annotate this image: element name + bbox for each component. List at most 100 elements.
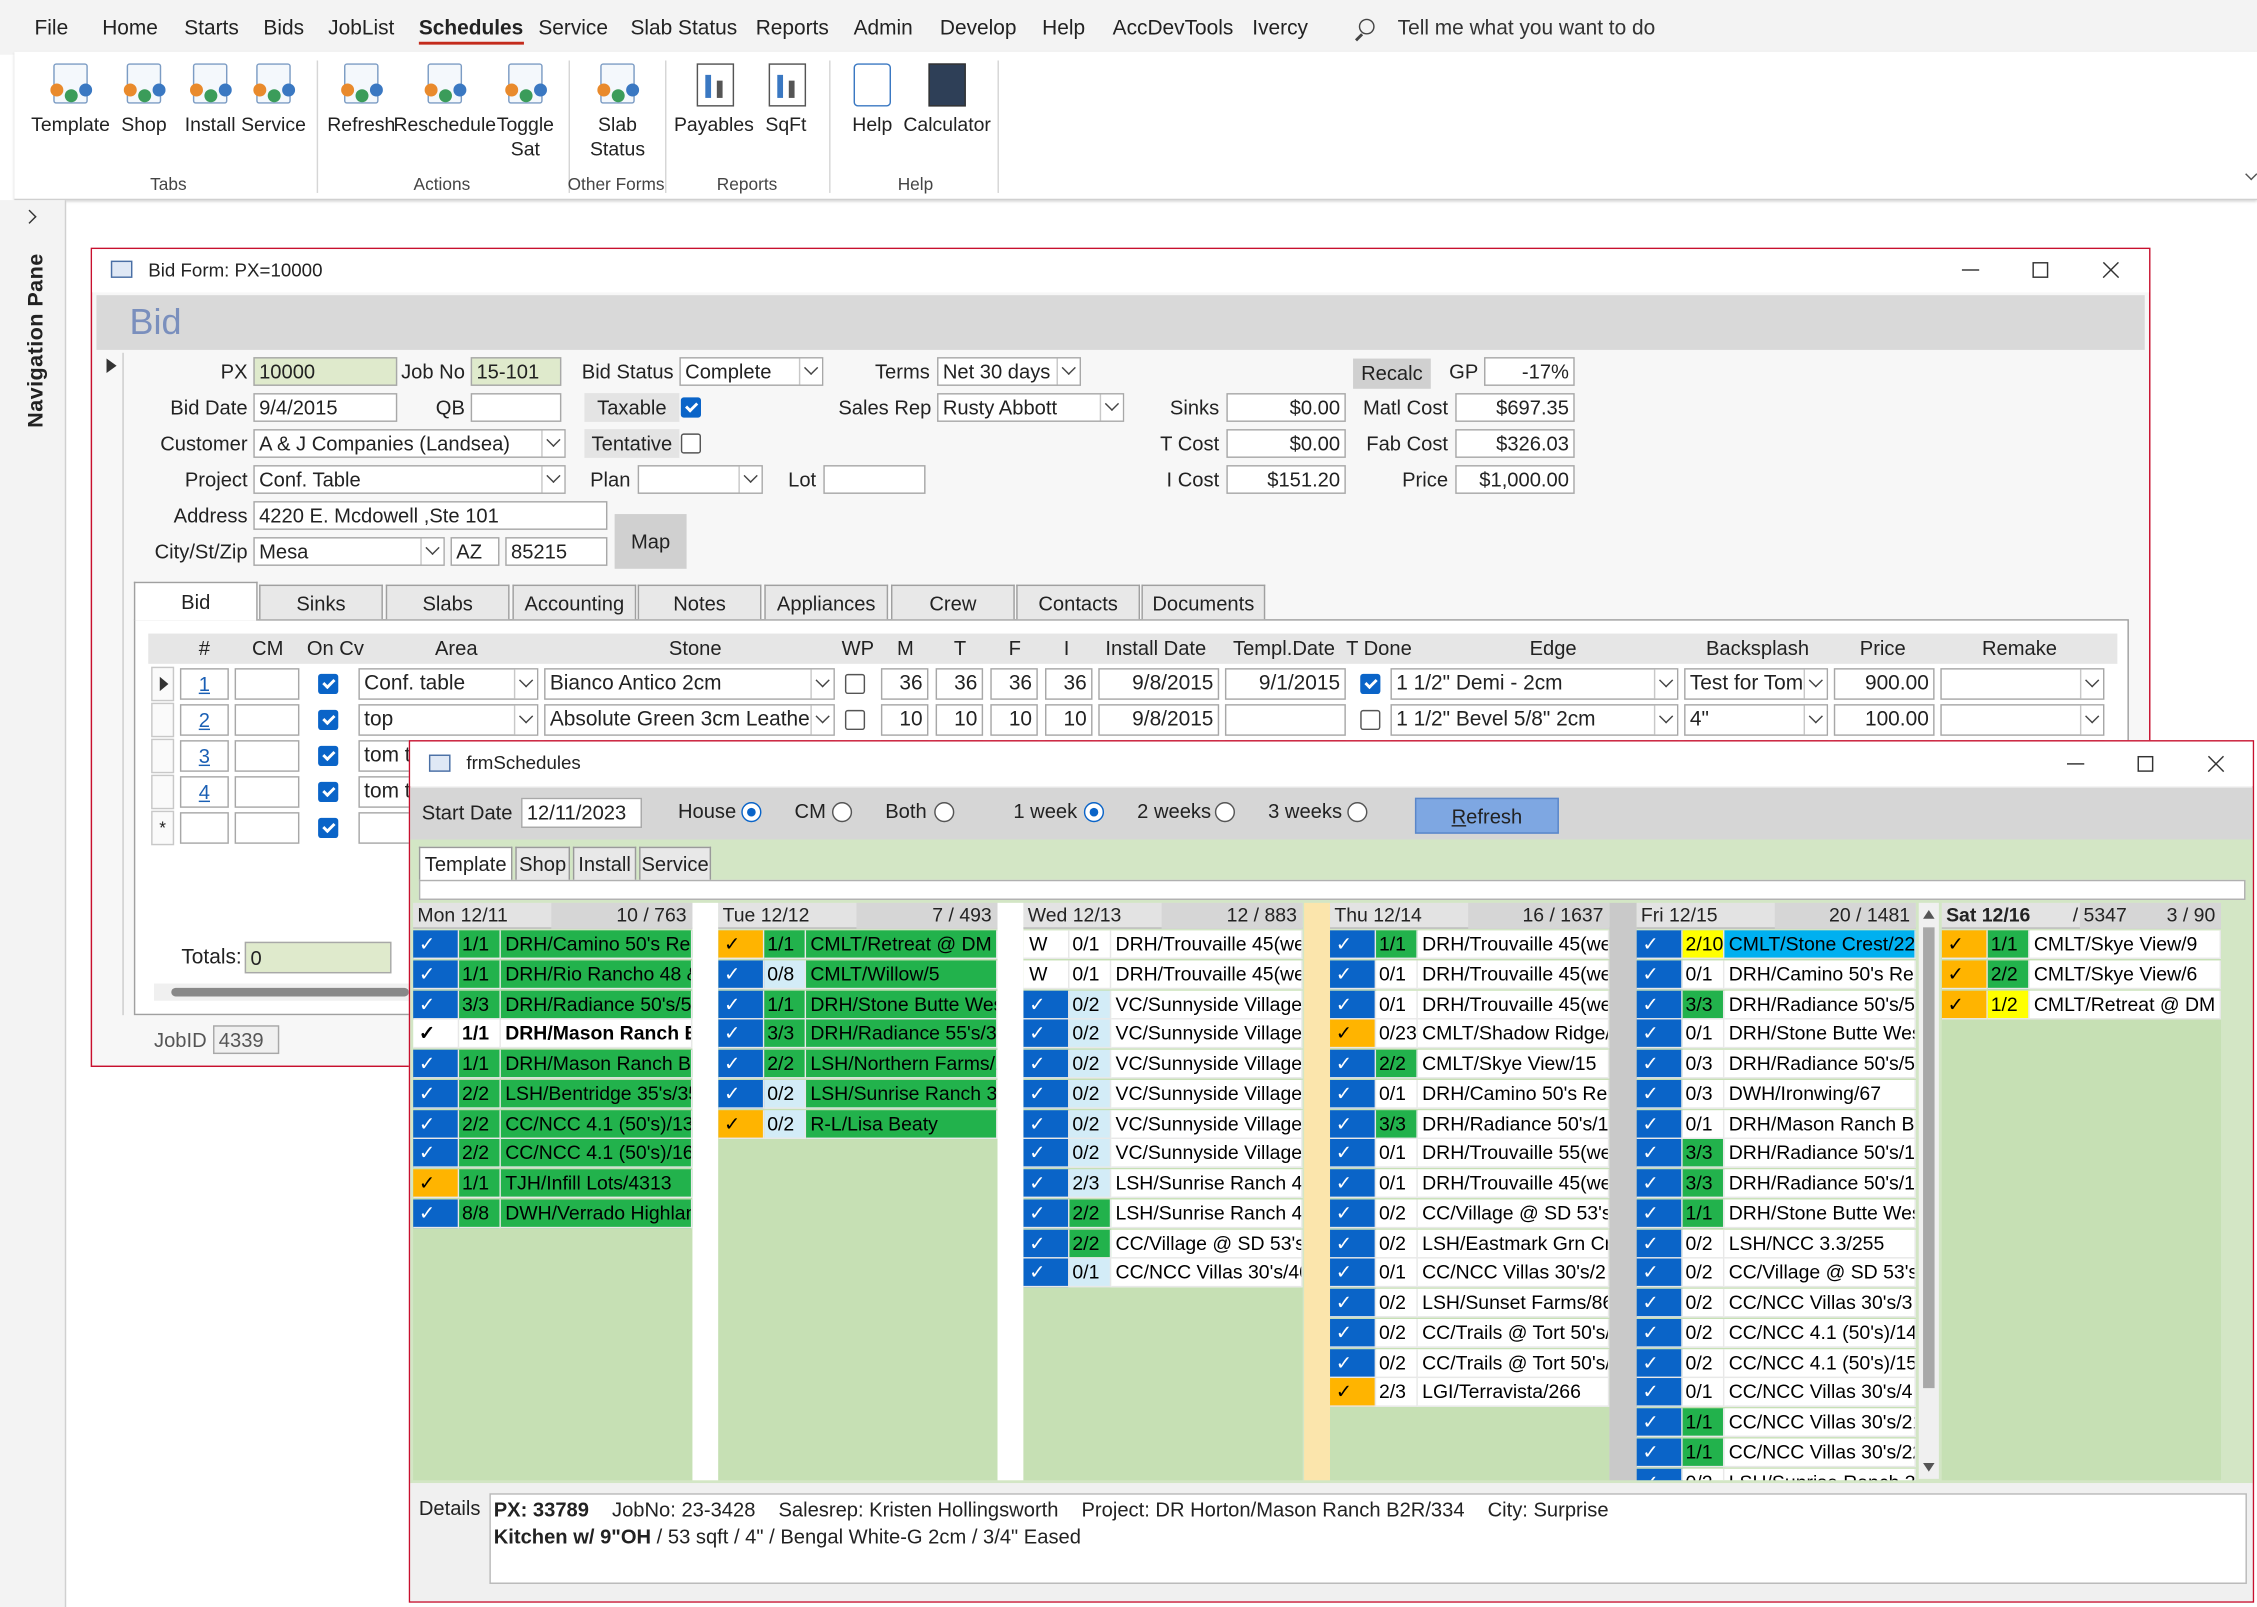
- field-input[interactable]: 9/4/2015: [253, 393, 397, 422]
- status-mark[interactable]: ✓: [1023, 1080, 1069, 1109]
- dropdown-arrow[interactable]: [1654, 670, 1677, 699]
- job-name[interactable]: DRH/Mason Ranch B2I: [501, 1050, 692, 1079]
- job-ratio[interactable]: 1/1: [1683, 1199, 1725, 1228]
- job-ratio[interactable]: 3/3: [1376, 1109, 1418, 1138]
- checkbox[interactable]: [318, 782, 338, 802]
- job-name[interactable]: LSH/Sunrise Ranch 35's: [806, 1080, 997, 1109]
- status-mark[interactable]: ✓: [413, 1199, 459, 1228]
- job-ratio[interactable]: 0/3: [1683, 1050, 1725, 1079]
- job-ratio[interactable]: 0/2: [1376, 1199, 1418, 1228]
- status-mark[interactable]: ✓: [1330, 1169, 1376, 1198]
- field-input[interactable]: $0.00: [1226, 393, 1345, 422]
- status-mark[interactable]: ✓: [1637, 1259, 1683, 1288]
- job-name[interactable]: CC/NCC 4.1 (50's)/15: [1724, 1349, 1915, 1378]
- menu-item[interactable]: File: [35, 16, 69, 42]
- tab[interactable]: Crew: [891, 585, 1015, 620]
- job-ratio[interactable]: 0/1: [1069, 930, 1111, 959]
- job-ratio[interactable]: 2/3: [1376, 1378, 1418, 1407]
- status-mark[interactable]: ✓: [1330, 1139, 1376, 1168]
- menu-item[interactable]: Ivercy: [1252, 16, 1308, 42]
- job-ratio[interactable]: 1/1: [459, 930, 501, 959]
- checkbox[interactable]: [318, 710, 338, 730]
- job-ratio[interactable]: 0/3: [1683, 1080, 1725, 1109]
- status-mark[interactable]: ✓: [1637, 990, 1683, 1019]
- job-ratio[interactable]: 1/2: [1988, 990, 2030, 1019]
- dropdown-arrow[interactable]: [799, 359, 822, 385]
- field-input[interactable]: $151.20: [1226, 465, 1345, 494]
- status-mark[interactable]: ✓: [718, 990, 764, 1019]
- status-mark[interactable]: ✓: [1023, 990, 1069, 1019]
- status-mark[interactable]: ✓: [1330, 1020, 1376, 1049]
- dropdown-arrow[interactable]: [514, 706, 537, 735]
- job-name[interactable]: DRH/Radiance 50's/58: [501, 990, 692, 1019]
- status-mark[interactable]: ✓: [1023, 1199, 1069, 1228]
- job-name[interactable]: DRH/Rio Rancho 48 &: [501, 960, 692, 989]
- checkbox[interactable]: [681, 397, 701, 417]
- job-ratio[interactable]: 1/1: [459, 1020, 501, 1049]
- radio[interactable]: [1347, 802, 1367, 822]
- cell[interactable]: [235, 704, 300, 736]
- tab[interactable]: Accounting: [512, 585, 636, 620]
- ribbon-button-label[interactable]: Calculator: [882, 112, 1012, 136]
- cell[interactable]: 36: [936, 668, 984, 700]
- job-ratio[interactable]: 0/1: [1376, 1169, 1418, 1198]
- status-mark[interactable]: ✓: [1023, 1229, 1069, 1258]
- status-mark[interactable]: ✓: [1330, 1109, 1376, 1138]
- refresh-button[interactable]: Refresh: [1415, 798, 1559, 834]
- dropdown-arrow[interactable]: [1654, 706, 1677, 735]
- field-input[interactable]: $697.35: [1455, 393, 1574, 422]
- job-name[interactable]: CMLT/Stone Crest/22: [1724, 930, 1915, 959]
- job-ratio[interactable]: 1/1: [764, 990, 806, 1019]
- field-input[interactable]: A & J Companies (Landsea): [253, 429, 565, 458]
- job-ratio[interactable]: 0/1: [1683, 1020, 1725, 1049]
- job-name[interactable]: DRH/Radiance 50's/10: [1724, 1169, 1915, 1198]
- status-mark[interactable]: ✓: [1942, 930, 1988, 959]
- option-label[interactable]: 1 week: [1013, 798, 1077, 824]
- job-name[interactable]: DRH/Trouvaille 45(wes: [1111, 960, 1302, 989]
- job-ratio[interactable]: 0/1: [1376, 1139, 1418, 1168]
- job-name[interactable]: LGI/Terravista/266: [1418, 1378, 1609, 1407]
- job-name[interactable]: VC/Sunnyside Village/9: [1111, 1109, 1302, 1138]
- option-label[interactable]: House: [678, 798, 736, 824]
- job-ratio[interactable]: 2/3: [1069, 1169, 1111, 1198]
- cell-link[interactable]: 4: [180, 776, 229, 808]
- ribbon-button-label[interactable]: Slab Status: [582, 112, 654, 161]
- checkbox[interactable]: [318, 674, 338, 694]
- cell[interactable]: [235, 668, 300, 700]
- job-name[interactable]: CC/NCC Villas 30's/21: [1724, 1408, 1915, 1437]
- checkbox[interactable]: [845, 674, 865, 694]
- job-ratio[interactable]: 0/1: [1683, 1109, 1725, 1138]
- job-name[interactable]: DRH/Camino 50's Rese: [1418, 1080, 1609, 1109]
- tab[interactable]: Service: [639, 847, 711, 882]
- cell[interactable]: 9/1/2015: [1225, 668, 1346, 700]
- cell[interactable]: 36: [1045, 668, 1093, 700]
- job-ratio[interactable]: 1/1: [459, 1050, 501, 1079]
- job-name[interactable]: CMLT/Skye View/15: [1418, 1050, 1609, 1079]
- job-ratio[interactable]: 0/23: [1376, 1020, 1418, 1049]
- cell[interactable]: 100.00: [1834, 704, 1935, 736]
- cell[interactable]: 9/8/2015: [1098, 668, 1219, 700]
- job-name[interactable]: DRH/Stone Butte West: [806, 990, 997, 1019]
- status-mark[interactable]: ✓: [1023, 1050, 1069, 1079]
- job-ratio[interactable]: 0/1: [1376, 1259, 1418, 1288]
- job-ratio[interactable]: 2/2: [1069, 1199, 1111, 1228]
- job-ratio[interactable]: 1/1: [459, 1169, 501, 1198]
- maximize-button[interactable]: [2032, 262, 2048, 278]
- job-name[interactable]: TJH/Infill Lots/4313: [501, 1169, 692, 1198]
- job-ratio[interactable]: 1/1: [459, 960, 501, 989]
- tab[interactable]: Contacts: [1016, 585, 1140, 620]
- menu-item[interactable]: Schedules: [419, 16, 523, 42]
- dropdown-arrow[interactable]: [541, 467, 564, 493]
- job-ratio[interactable]: 0/2: [1069, 1080, 1111, 1109]
- job-ratio[interactable]: 0/8: [764, 960, 806, 989]
- cell[interactable]: 900.00: [1834, 668, 1935, 700]
- job-name[interactable]: CC/NCC Villas 30's/4: [1724, 1378, 1915, 1407]
- job-ratio[interactable]: 0/2: [1683, 1229, 1725, 1258]
- job-ratio[interactable]: 0/2: [1069, 1020, 1111, 1049]
- dropdown-arrow[interactable]: [420, 539, 443, 565]
- scroll-thumb[interactable]: [171, 988, 409, 997]
- tab[interactable]: Notes: [638, 585, 762, 620]
- field-input[interactable]: 10000: [253, 357, 397, 386]
- field-input[interactable]: AZ: [451, 537, 500, 566]
- job-name[interactable]: CMLT/Skye View/6: [2030, 960, 2221, 989]
